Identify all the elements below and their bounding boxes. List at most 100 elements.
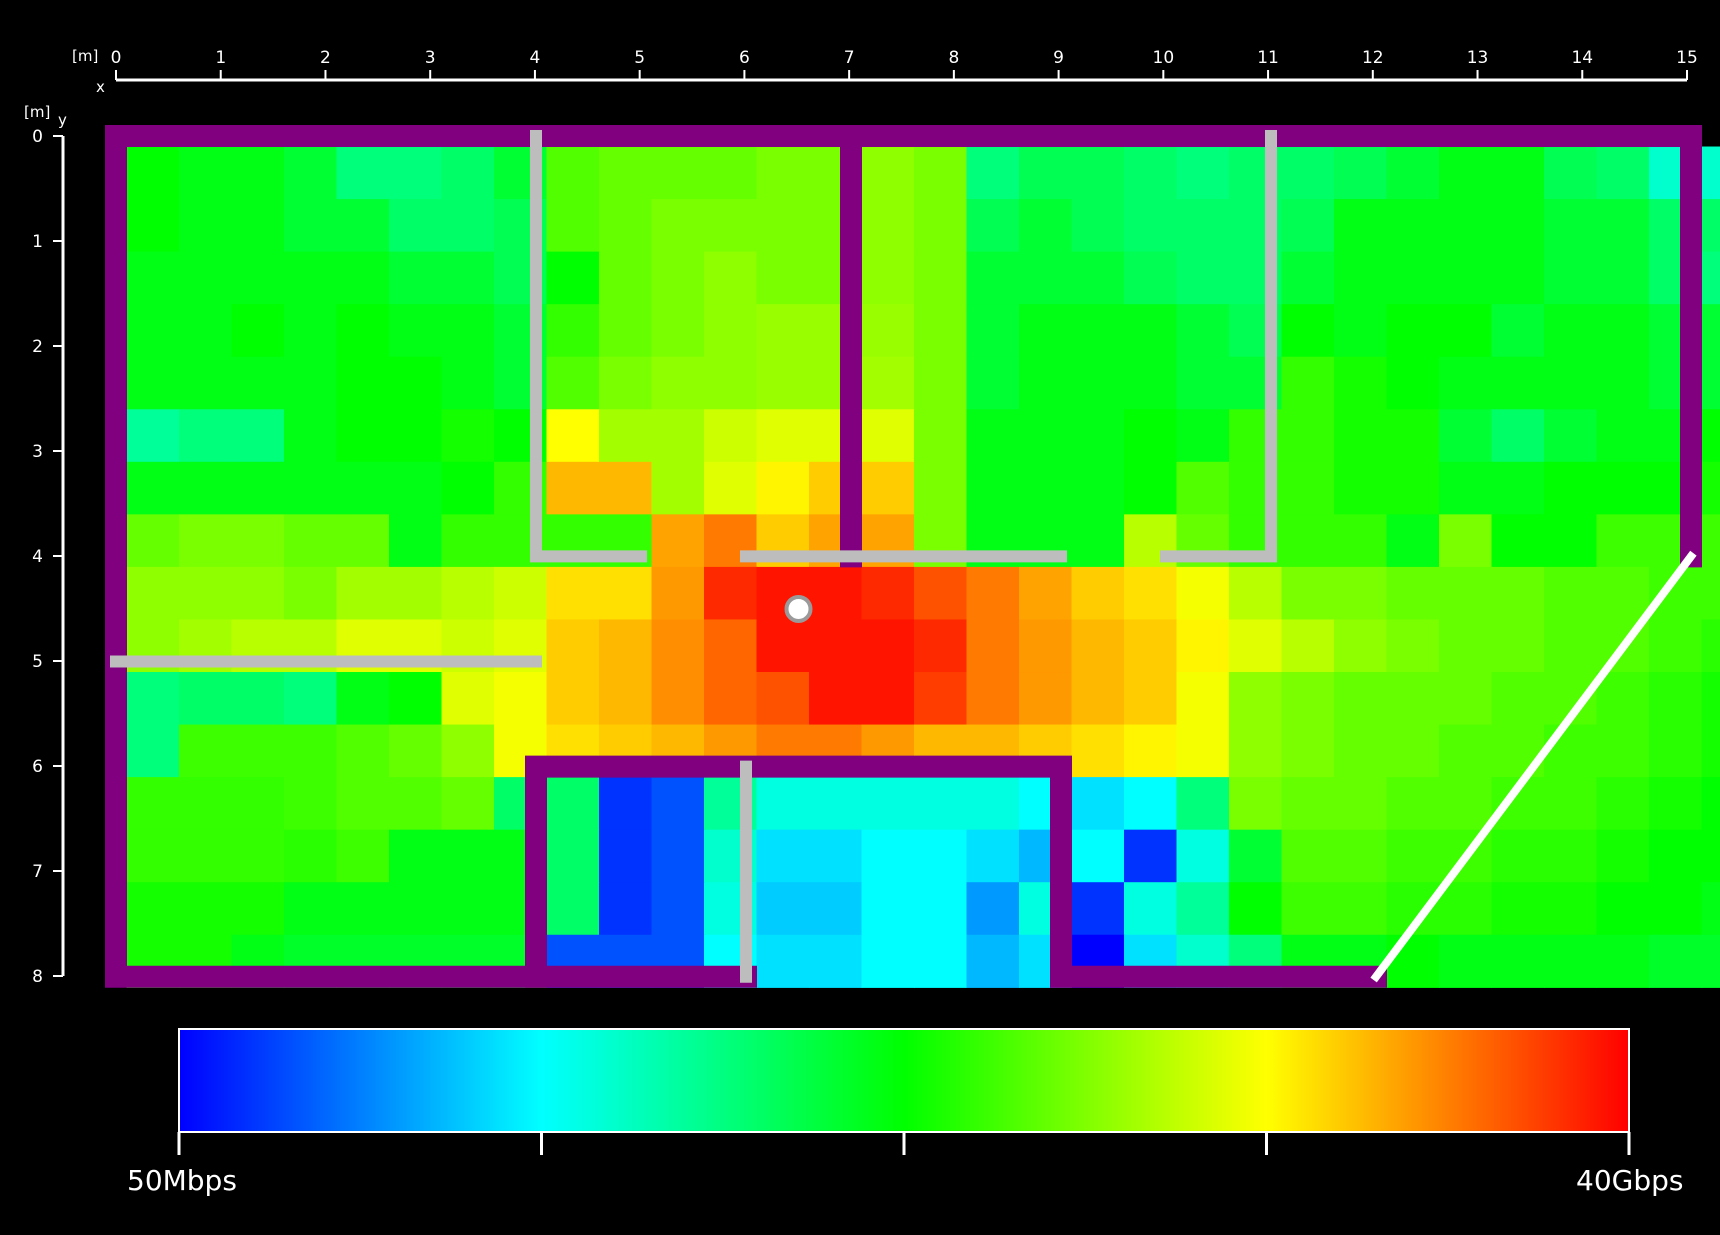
heatmap-cell xyxy=(1701,304,1720,358)
heatmap-cell xyxy=(1124,409,1178,463)
heatmap-cell xyxy=(1176,356,1230,410)
heatmap-cell xyxy=(1281,146,1335,200)
heatmap-cell xyxy=(861,199,915,253)
heatmap-cell xyxy=(179,829,233,883)
heatmap-cell xyxy=(914,409,968,463)
heatmap-cell xyxy=(1124,199,1178,253)
heatmap-cell xyxy=(1386,146,1440,200)
heatmap-cell xyxy=(284,724,338,778)
heatmap-cell xyxy=(284,829,338,883)
colorbar-min-label: 50Mbps xyxy=(127,1164,237,1197)
heatmap-cell xyxy=(1386,199,1440,253)
heatmap-cell xyxy=(231,199,285,253)
heatmap-cell xyxy=(1281,251,1335,305)
heatmap-cell xyxy=(179,146,233,200)
heatmap-cell xyxy=(1334,251,1388,305)
heatmap-cell xyxy=(1491,514,1545,568)
heatmap-cell xyxy=(809,777,863,831)
heatmap-cell xyxy=(179,304,233,358)
heatmap-cell xyxy=(336,409,390,463)
heatmap-cell xyxy=(1596,304,1650,358)
heatmap-cell xyxy=(441,356,495,410)
heatmap-cell xyxy=(1071,619,1125,673)
heatmap-cell xyxy=(1386,672,1440,726)
heatmap-cell xyxy=(546,409,600,463)
heatmap-cell xyxy=(389,304,443,358)
heatmap-cell xyxy=(1544,251,1598,305)
heatmap-cell xyxy=(494,672,548,726)
heatmap-cell xyxy=(914,199,968,253)
heatmap-cell xyxy=(1439,882,1493,936)
heatmap-cell xyxy=(966,934,1020,988)
heatmap-cell xyxy=(1649,934,1703,988)
heatmap-cell xyxy=(1491,199,1545,253)
heatmap-cell xyxy=(1019,566,1073,621)
heatmap-cell xyxy=(1544,566,1598,621)
heatmap-cell xyxy=(914,461,968,515)
heatmap-cell xyxy=(1544,409,1598,463)
x-tick-label: 1 xyxy=(215,48,226,68)
heatmap-cell xyxy=(336,829,390,883)
heatmap-cell xyxy=(284,199,338,253)
heatmap-cell xyxy=(1491,251,1545,305)
heatmap-cell xyxy=(284,672,338,726)
x-tick-label: 6 xyxy=(739,48,750,68)
y-tick-label: 8 xyxy=(32,967,43,987)
heatmap-cell xyxy=(546,619,600,673)
heatmap-cell xyxy=(231,514,285,568)
heatmap-cell xyxy=(1071,566,1125,621)
heatmap-cell xyxy=(231,251,285,305)
heatmap-cell xyxy=(179,356,233,410)
heatmap-cell xyxy=(1701,777,1720,831)
heatmap-cell xyxy=(966,619,1020,673)
heatmap-cell xyxy=(1281,882,1335,936)
heatmap-cell xyxy=(441,461,495,515)
heatmap-cell xyxy=(1229,829,1283,883)
y-tick-label: 1 xyxy=(32,232,43,252)
heatmap-cell xyxy=(1491,566,1545,621)
heatmap-cell xyxy=(336,514,390,568)
heatmap-cell xyxy=(966,356,1020,410)
heatmap-cell xyxy=(1386,777,1440,831)
heatmap-cell xyxy=(441,146,495,200)
y-axis-name: y xyxy=(58,111,67,129)
x-axis-unit: [m] xyxy=(72,47,98,65)
heatmap-cell xyxy=(126,304,180,358)
x-tick-label: 7 xyxy=(844,48,855,68)
heatmap-cell xyxy=(179,882,233,936)
heatmap-cell xyxy=(1544,724,1598,778)
heatmap-cell xyxy=(1386,829,1440,883)
heatmap-cell xyxy=(546,461,600,515)
heatmap-cell xyxy=(599,356,653,410)
heatmap-cell xyxy=(1649,882,1703,936)
heatmap-cell xyxy=(1019,461,1073,515)
heatmap-cell xyxy=(599,619,653,673)
heatmap-cell xyxy=(441,566,495,621)
heatmap-cell xyxy=(914,251,968,305)
heatmap-cell xyxy=(756,461,810,515)
heatmap-cell xyxy=(1701,514,1720,568)
heatmap-cell xyxy=(1649,777,1703,831)
heatmap-cell xyxy=(1071,829,1125,883)
heatmap-cell xyxy=(389,566,443,621)
heatmap-cell xyxy=(1281,356,1335,410)
heatmap-cell xyxy=(861,146,915,200)
heatmap-cell xyxy=(1334,199,1388,253)
heatmap-cell xyxy=(441,514,495,568)
heatmap-cell xyxy=(1649,724,1703,778)
heatmap-cell xyxy=(1439,514,1493,568)
heatmap-cell xyxy=(1596,409,1650,463)
heatmap-cell xyxy=(599,409,653,463)
heatmap-cell xyxy=(231,882,285,936)
heatmap-cell xyxy=(1176,829,1230,883)
x-tick-label: 12 xyxy=(1362,48,1384,68)
heatmap-cell xyxy=(861,409,915,463)
heatmap-cell xyxy=(809,934,863,988)
heatmap-cell xyxy=(1071,724,1125,778)
heatmap-cell xyxy=(1596,829,1650,883)
heatmap-cell xyxy=(1334,724,1388,778)
heatmap-cell xyxy=(1386,251,1440,305)
heatmap-cell xyxy=(756,251,810,305)
heatmap-cell xyxy=(756,619,810,673)
heatmap-cell xyxy=(1544,461,1598,515)
